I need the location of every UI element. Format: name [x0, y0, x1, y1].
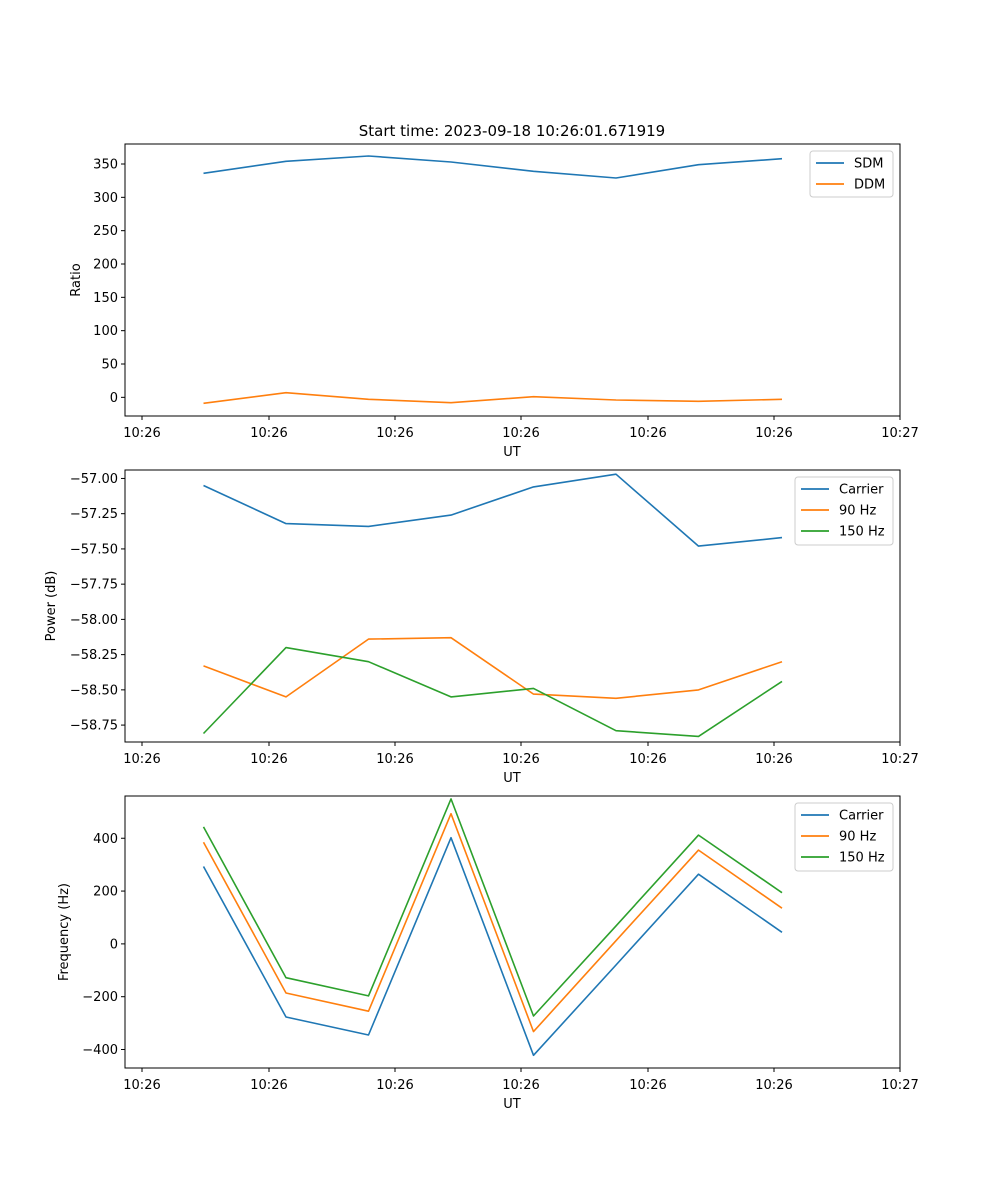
y-axis-label: Ratio [69, 263, 84, 296]
series-line-sdm [203, 155, 783, 179]
chart-panel-3: 400 200 0 −200 −400 10:26 10:26 10:26 10:26 10:26… [57, 795, 919, 1112]
x-axis-label: UT [503, 771, 521, 786]
plot-frame [124, 795, 901, 1069]
legend-label: SDM [854, 157, 883, 172]
x-tick-label: 10:26 [123, 426, 160, 441]
plot-frame [124, 469, 901, 743]
x-tick-label: 10:26 [376, 426, 413, 441]
x-tick-label: 10:26 [250, 426, 287, 441]
y-tick-label: −200 [82, 990, 118, 1005]
x-tick-label: 10:26 [250, 752, 287, 767]
y-tick-label: 300 [93, 191, 118, 206]
x-tick-label: 10:26 [123, 752, 160, 767]
y-tick-label: 100 [93, 324, 118, 339]
x-tick-label: 10:26 [502, 752, 539, 767]
x-tick-label: 10:26 [755, 426, 792, 441]
charts-group: 0 50 100 150 200 250 300 350 10:26 10:26 10:26 10:2… [44, 143, 919, 1112]
y-tick-label: −57.00 [70, 472, 118, 487]
y-tick-label: 0 [110, 391, 118, 406]
legend-label: 90 Hz [839, 504, 876, 519]
legend-label: 150 Hz [839, 525, 885, 540]
x-tick-label: 10:26 [629, 752, 666, 767]
x-tick-label: 10:26 [502, 426, 539, 441]
x-tick-label: 10:27 [881, 752, 918, 767]
series-line-carrier [202, 836, 783, 1057]
y-tick-label: 400 [93, 832, 118, 847]
legend-box [794, 476, 894, 546]
y-tick-label: 50 [101, 358, 118, 373]
y-tick-label: −58.50 [70, 683, 118, 698]
y-tick-label: 350 [93, 158, 118, 173]
legend-label: DDM [854, 178, 885, 193]
legend: Carrier 90 Hz 150 Hz [794, 476, 894, 546]
chart-panel-1: 0 50 100 150 200 250 300 350 10:26 10:26 10:26 10:2… [69, 143, 919, 460]
x-tick-label: 10:26 [502, 1078, 539, 1093]
y-tick-label: −58.00 [70, 613, 118, 628]
legend-label: 150 Hz [839, 851, 885, 866]
series-line-150-hz [202, 646, 783, 738]
x-tick-label: 10:26 [250, 1078, 287, 1093]
legend-label: Carrier [839, 483, 884, 498]
series-line-ddm [203, 391, 783, 405]
legend-label: 90 Hz [839, 830, 876, 845]
legend: Carrier 90 Hz 150 Hz [794, 802, 894, 872]
x-tick-label: 10:26 [629, 426, 666, 441]
y-tick-label: 150 [93, 291, 118, 306]
series-line-carrier [203, 473, 783, 547]
y-tick-label: 200 [93, 885, 118, 900]
legend: SDM DDM [809, 150, 894, 198]
x-tick-label: 10:26 [755, 1078, 792, 1093]
x-tick-label: 10:26 [376, 1078, 413, 1093]
series-line-90-hz [203, 636, 783, 700]
y-axis-label: Power (dB) [44, 571, 59, 642]
y-tick-label: −400 [82, 1043, 118, 1058]
x-tick-label: 10:26 [629, 1078, 666, 1093]
y-tick-label: −58.25 [70, 648, 118, 663]
x-tick-label: 10:26 [123, 1078, 160, 1093]
x-tick-label: 10:27 [881, 1078, 918, 1093]
x-axis-label: UT [503, 445, 521, 460]
x-tick-label: 10:26 [376, 752, 413, 767]
x-axis-label: UT [503, 1097, 521, 1112]
y-tick-label: −57.50 [70, 542, 118, 557]
legend-label: Carrier [839, 809, 884, 824]
y-axis-label: Frequency (Hz) [57, 883, 72, 981]
series-line-150-hz [202, 798, 783, 1017]
y-tick-label: −57.75 [70, 578, 118, 593]
y-tick-label: 0 [110, 937, 118, 952]
y-tick-label: −58.75 [70, 719, 118, 734]
x-tick-label: 10:27 [881, 426, 918, 441]
y-tick-label: 250 [93, 224, 118, 239]
y-tick-label: −57.25 [70, 507, 118, 522]
figure-title: Start time: 2023-09-18 10:26:01.671919 [359, 122, 665, 140]
series-line-90-hz [202, 812, 783, 1033]
legend-box [794, 802, 894, 872]
x-tick-label: 10:26 [755, 752, 792, 767]
plot-frame [124, 143, 901, 417]
y-tick-label: 200 [93, 258, 118, 273]
chart-panel-2: −57.00 −57.25 −57.50 −57.75 −58.00 −58.25 −58.… [44, 469, 919, 786]
